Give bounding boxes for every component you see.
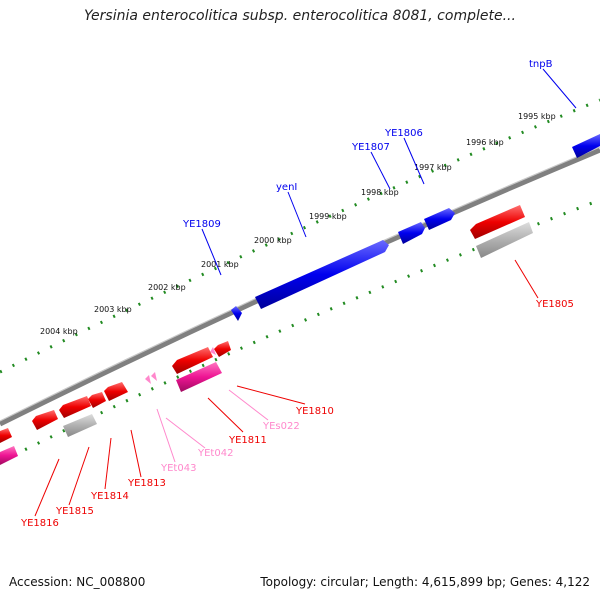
gene-label-YEt042[interactable]: YEt042: [197, 448, 233, 459]
gene-left-edge-pink: [0, 446, 18, 465]
kbp-scale: 1995 kbp 1996 kbp 1997 kbp 1998 kbp 1999…: [40, 112, 556, 336]
gene-YEt042[interactable]: [151, 372, 157, 381]
gene-label-YE1807[interactable]: YE1807: [351, 142, 390, 153]
gene-YE1815-track: [63, 414, 97, 437]
accession-text: Accession: NC_008800: [9, 575, 146, 589]
gene-label-YE1815[interactable]: YE1815: [55, 506, 94, 517]
gene-label-YE1810[interactable]: YE1810: [295, 406, 334, 417]
kbp-label: 2000 kbp: [254, 236, 292, 245]
gene-label-YE1814[interactable]: YE1814: [90, 491, 129, 502]
gene-tnpB[interactable]: [572, 134, 600, 158]
gene-YE1805-track: [476, 222, 533, 258]
gene-label-YEt043[interactable]: YEt043: [160, 463, 196, 474]
kbp-label: 1996 kbp: [466, 138, 504, 147]
map-title: Yersinia enterocolitica subsp. enterocol…: [84, 8, 516, 24]
gene-label-YE1809[interactable]: YE1809: [182, 219, 221, 230]
summary-text: Topology: circular; Length: 4,615,899 bp…: [260, 575, 590, 589]
gene-label-yenI[interactable]: yenI: [276, 182, 297, 193]
gene-YE1814[interactable]: [88, 392, 106, 408]
gene-YE1810[interactable]: [214, 341, 231, 357]
gene-YE1811-pseudo: [176, 362, 222, 392]
leader-lines: [34, 68, 577, 517]
gene-label-tnpB[interactable]: tnpB: [529, 59, 553, 70]
kbp-label: 1999 kbp: [309, 212, 347, 221]
gene-label-YEs022[interactable]: YEs022: [262, 421, 300, 432]
kbp-label: 1995 kbp: [518, 112, 556, 121]
gene-YEs022[interactable]: [210, 347, 216, 355]
gene-left-edge-red: [0, 428, 12, 443]
gene-YE1809[interactable]: [231, 306, 242, 321]
forward-genes: [231, 134, 600, 321]
gene-label-YE1806[interactable]: YE1806: [384, 128, 423, 139]
gene-label-YE1816[interactable]: YE1816: [20, 518, 59, 529]
kbp-label: 2001 kbp: [201, 260, 239, 269]
gene-YE1811[interactable]: [172, 347, 213, 374]
reverse-gene-labels: YE1805 YE1810 YEs022 YE1811 YEt042 YEt04…: [20, 299, 574, 529]
kbp-label: 2003 kbp: [94, 305, 132, 314]
gene-YE1816[interactable]: [32, 410, 58, 430]
gene-YE1815[interactable]: [59, 396, 91, 418]
kbp-label: 1997 kbp: [414, 163, 452, 172]
gene-label-YE1805[interactable]: YE1805: [535, 299, 574, 310]
gene-yenI[interactable]: [255, 240, 389, 309]
kbp-label: 2004 kbp: [40, 327, 78, 336]
reverse-genes: [0, 205, 533, 465]
gene-YE1813[interactable]: [104, 382, 128, 401]
gene-label-YE1813[interactable]: YE1813: [127, 478, 166, 489]
gene-label-YE1811[interactable]: YE1811: [228, 435, 267, 446]
gene-YE1805[interactable]: [470, 205, 525, 239]
gene-YEt043[interactable]: [145, 375, 151, 384]
kbp-label: 2002 kbp: [148, 283, 186, 292]
gene-YE1807[interactable]: [398, 222, 425, 244]
kbp-label: 1998 kbp: [361, 188, 399, 197]
forward-gene-labels: tnpB YE1806 YE1807 yenI YE1809: [182, 59, 553, 230]
gene-YE1806[interactable]: [424, 208, 455, 230]
